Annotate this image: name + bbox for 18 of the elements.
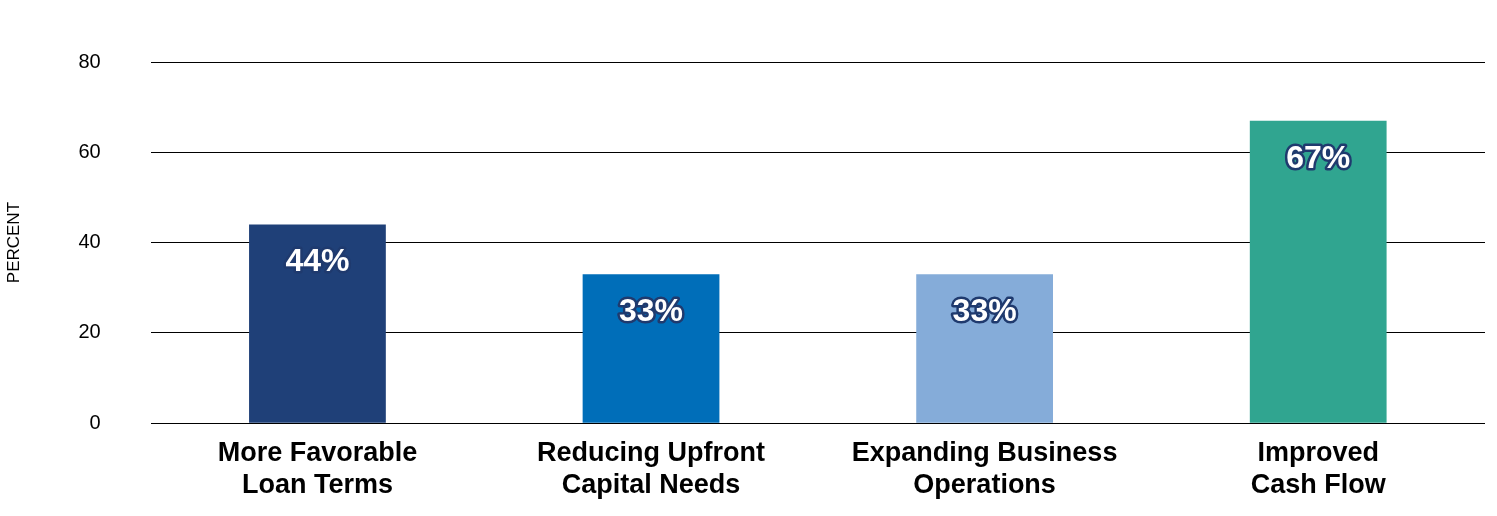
data-label: 44% bbox=[285, 242, 350, 279]
y-tick-label: 40 bbox=[78, 230, 101, 253]
y-axis-title: PERCENT bbox=[3, 201, 23, 284]
bar bbox=[916, 274, 1053, 423]
bar bbox=[582, 274, 720, 423]
x-tick-label: Reducing Upfront Capital Needs bbox=[537, 436, 766, 500]
y-tick-label: 20 bbox=[78, 320, 101, 343]
y-tick-label: 60 bbox=[78, 139, 101, 162]
x-tick-label: More Favorable Loan Terms bbox=[217, 436, 418, 500]
y-tick-label: 80 bbox=[78, 49, 101, 72]
y-tick-label: 0 bbox=[89, 410, 101, 433]
bar bbox=[249, 224, 386, 423]
data-label: 33% bbox=[619, 292, 684, 329]
x-tick-label: Improved Cash Flow bbox=[1250, 436, 1387, 500]
bar bbox=[1249, 120, 1387, 423]
data-label: 67% bbox=[1286, 138, 1351, 175]
data-label: 33% bbox=[952, 292, 1017, 329]
x-tick-label: Expanding Business Operations bbox=[851, 436, 1118, 500]
